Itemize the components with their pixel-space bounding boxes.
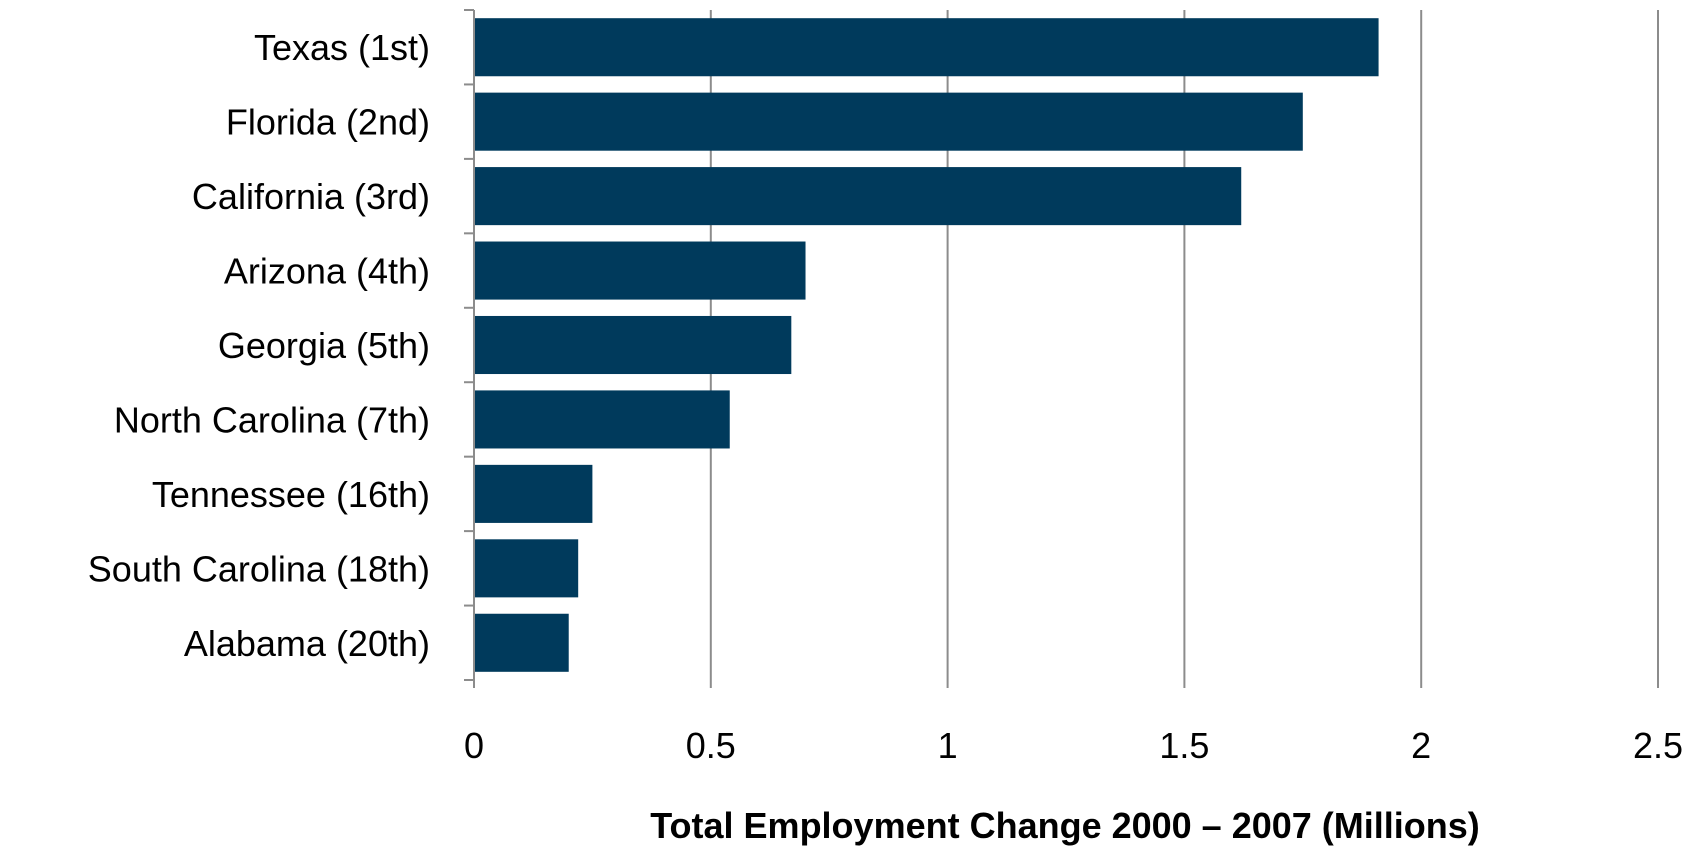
bar-4 [475, 315, 792, 375]
x-tick-label-5: 2.5 [1633, 725, 1683, 766]
x-tick-label-1: 0.5 [686, 725, 736, 766]
category-label-7: South Carolina (18th) [88, 548, 430, 589]
bar-2 [475, 167, 1242, 226]
x-tick-label-0: 0 [464, 725, 484, 766]
category-label-6: Tennessee (16th) [152, 474, 430, 515]
x-tick-label-2: 1 [938, 725, 958, 766]
bar-3 [475, 241, 806, 300]
bar-1 [475, 92, 1303, 151]
category-labels: Texas (1st) Florida (2nd) California (3rd)… [88, 27, 430, 664]
x-tick-label-4: 2 [1411, 725, 1431, 766]
bar-6 [475, 464, 593, 523]
x-tick-labels: 0 0.5 1 1.5 2 2.5 [464, 725, 1683, 766]
category-label-1: Florida (2nd) [226, 102, 430, 143]
category-label-0: Texas (1st) [254, 27, 430, 68]
bar-5 [475, 390, 730, 449]
x-tick-label-3: 1.5 [1159, 725, 1209, 766]
bar-7 [475, 539, 579, 598]
category-label-5: North Carolina (7th) [114, 399, 430, 440]
bars [475, 18, 1379, 672]
category-label-8: Alabama (20th) [184, 623, 430, 664]
x-axis-title: Total Employment Change 2000 – 2007 (Mil… [650, 805, 1480, 846]
bar-8 [475, 613, 569, 672]
category-label-2: California (3rd) [192, 176, 430, 217]
category-label-3: Arizona (4th) [224, 251, 430, 292]
bar-0 [475, 18, 1379, 77]
axes [464, 9, 1659, 688]
category-label-4: Georgia (5th) [218, 325, 430, 366]
